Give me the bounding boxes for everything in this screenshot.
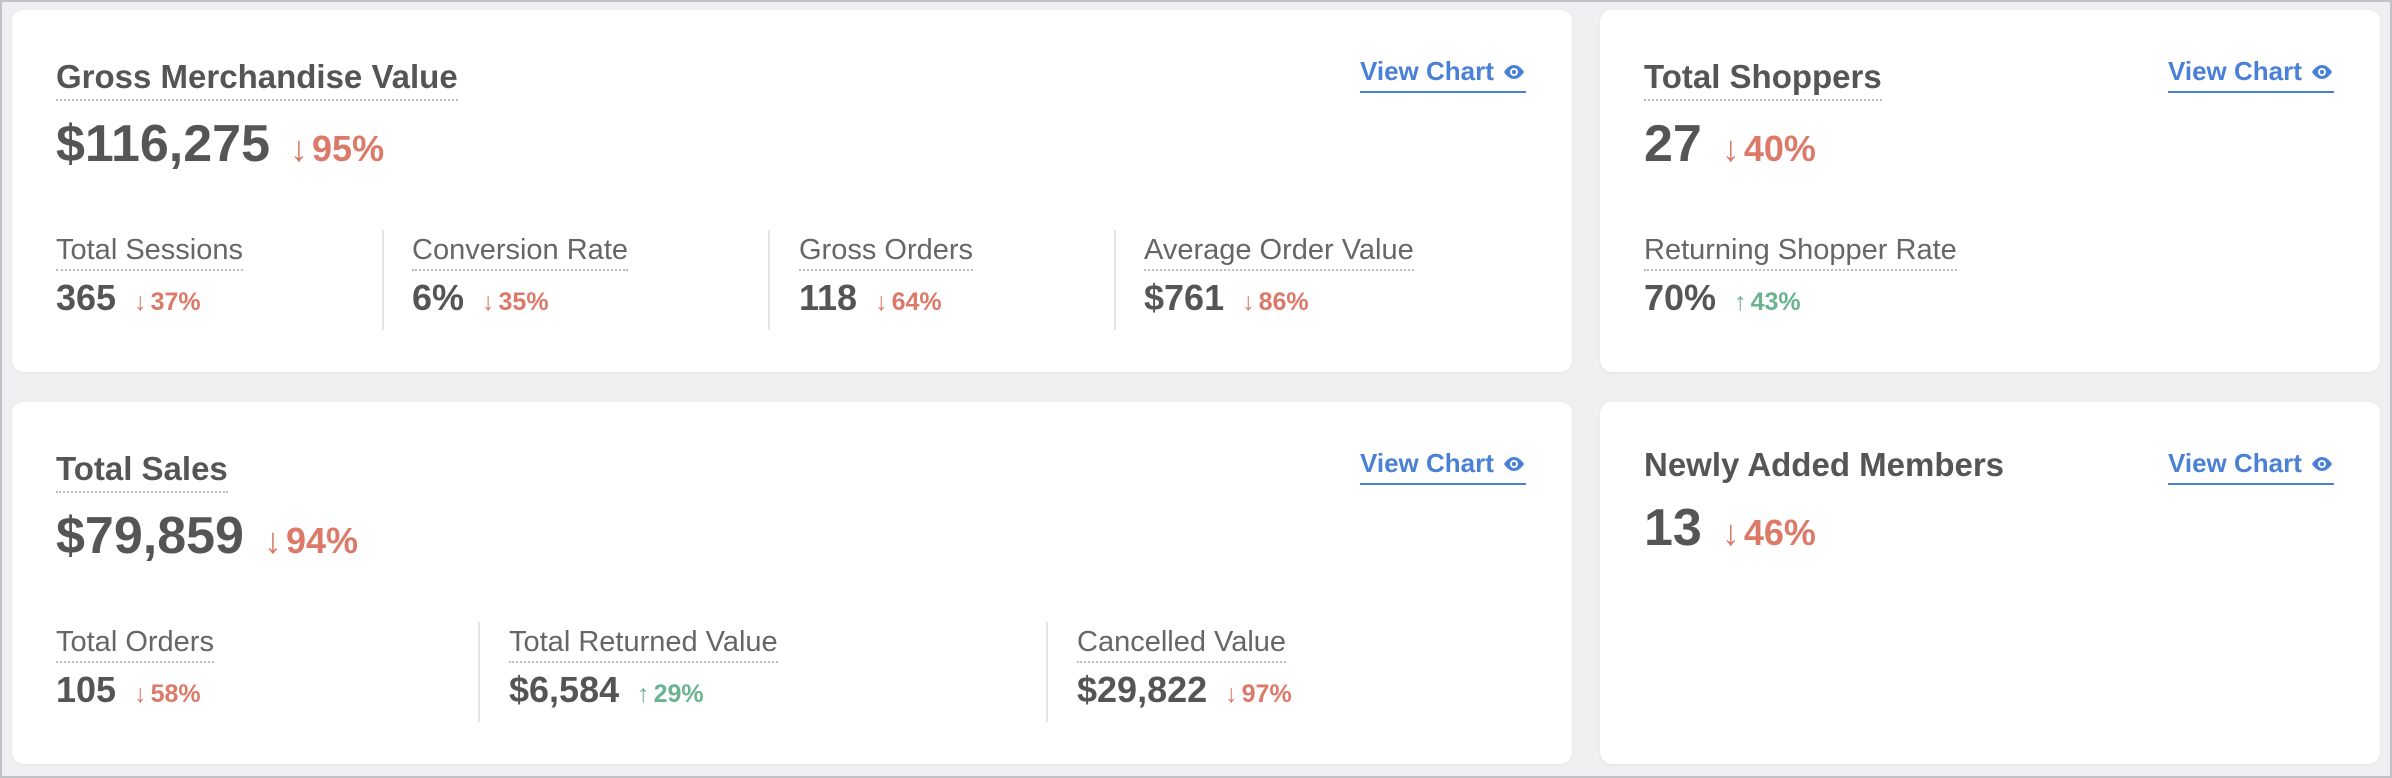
metric-delta-value: 37% [150,288,201,316]
arrow-down-icon: ↓ [290,128,309,169]
arrow-down-icon: ↓ [1225,680,1238,708]
gmv-value-row: $116,275 ↓ 95% [56,114,384,174]
metric-total-sessions: Total Sessions 365 ↓ 37% [56,234,243,319]
gmv-value: $116,275 [56,115,271,173]
members-value: 13 [1644,499,1702,557]
members-view-chart-link[interactable]: View Chart [2168,448,2334,485]
metric-delta: ↓ 35% [482,288,549,317]
metric-label[interactable]: Returning Shopper Rate [1644,234,1957,271]
metric-value: 70% [1644,277,1717,318]
divider [478,622,480,722]
shoppers-card: Total Shoppers View Chart 27 ↓ 40% Return… [1600,10,2380,372]
metric-delta: ↓ 58% [134,680,201,709]
metric-average-order-value: Average Order Value $761 ↓ 86% [1144,234,1414,319]
view-chart-label: View Chart [2168,56,2302,86]
arrow-down-icon: ↓ [875,288,888,316]
metric-value: 365 [56,277,117,318]
divider [1046,622,1048,722]
members-title: Newly Added Members [1644,446,2005,483]
gmv-title[interactable]: Gross Merchandise Value [56,58,458,101]
metric-value: 6% [412,277,465,318]
metric-delta: ↑ 43% [1734,288,1801,317]
arrow-up-icon: ↑ [1734,288,1747,316]
sales-delta: ↓ 94% [264,520,358,562]
metric-value: $6,584 [509,669,620,710]
shoppers-value: 27 [1644,115,1702,173]
arrow-down-icon: ↓ [134,288,147,316]
eye-icon [1503,456,1524,471]
arrow-down-icon: ↓ [1242,288,1255,316]
metric-total-orders: Total Orders 105 ↓ 58% [56,626,214,711]
arrow-down-icon: ↓ [263,520,282,561]
metric-conversion-rate: Conversion Rate 6% ↓ 35% [412,234,628,319]
sales-value-row: $79,859 ↓ 94% [56,506,358,566]
metric-cancelled-value: Cancelled Value $29,822 ↓ 97% [1077,626,1292,711]
gmv-card: Gross Merchandise Value View Chart $116,… [12,10,1572,372]
metric-delta-value: 29% [653,680,704,708]
arrow-down-icon: ↓ [482,288,495,316]
shoppers-delta: ↓ 40% [1722,128,1816,170]
shoppers-delta-value: 40% [1743,128,1816,169]
sales-card: Total Sales View Chart $79,859 ↓ 94% Tota… [12,402,1572,764]
divider [768,230,770,330]
metric-gross-orders: Gross Orders 118 ↓ 64% [799,234,974,319]
view-chart-label: View Chart [2168,448,2302,478]
metric-delta-value: 97% [1241,680,1292,708]
eye-icon [2311,64,2332,79]
sales-value: $79,859 [56,507,244,565]
shoppers-value-row: 27 ↓ 40% [1644,114,1816,174]
eye-icon [2311,456,2332,471]
members-delta: ↓ 46% [1722,512,1816,554]
members-delta-value: 46% [1743,512,1816,553]
metric-delta: ↓ 64% [875,288,942,317]
members-value-row: 13 ↓ 46% [1644,498,1816,558]
gmv-delta-value: 95% [312,128,385,169]
gmv-delta: ↓ 95% [290,128,384,170]
metric-label[interactable]: Conversion Rate [412,234,628,271]
arrow-up-icon: ↑ [637,680,650,708]
metric-delta-value: 64% [891,288,942,316]
metric-delta-value: 43% [1750,288,1801,316]
sales-title[interactable]: Total Sales [56,450,228,493]
members-card: Newly Added Members View Chart 13 ↓ 46% [1600,402,2380,764]
shoppers-title[interactable]: Total Shoppers [1644,58,1882,101]
metric-label[interactable]: Gross Orders [799,234,974,271]
arrow-down-icon: ↓ [1721,128,1740,169]
gmv-view-chart-link[interactable]: View Chart [1360,56,1526,93]
metric-delta: ↓ 37% [134,288,201,317]
metric-delta: ↓ 86% [1242,288,1309,317]
metric-delta-value: 35% [498,288,549,316]
arrow-down-icon: ↓ [134,680,147,708]
metric-delta: ↓ 97% [1225,680,1292,709]
metric-label[interactable]: Total Sessions [56,234,243,271]
metric-label[interactable]: Total Returned Value [509,626,778,663]
view-chart-label: View Chart [1360,56,1494,86]
metric-total-returned-value: Total Returned Value $6,584 ↑ 29% [509,626,778,711]
eye-icon [1503,64,1524,79]
sales-delta-value: 94% [285,520,359,561]
metric-value: $29,822 [1077,669,1208,710]
metric-label[interactable]: Average Order Value [1144,234,1414,271]
arrow-down-icon: ↓ [1721,512,1740,553]
metric-value: $761 [1144,277,1225,318]
sales-view-chart-link[interactable]: View Chart [1360,448,1526,485]
metric-value: 118 [799,277,858,318]
divider [382,230,384,330]
divider [1114,230,1116,330]
metric-returning-shopper-rate: Returning Shopper Rate 70% ↑ 43% [1644,234,1957,319]
metric-label[interactable]: Total Orders [56,626,214,663]
metric-delta: ↑ 29% [637,680,704,709]
metric-label[interactable]: Cancelled Value [1077,626,1287,663]
view-chart-label: View Chart [1360,448,1494,478]
metric-delta-value: 58% [150,680,201,708]
metric-delta-value: 86% [1258,288,1309,316]
shoppers-view-chart-link[interactable]: View Chart [2168,56,2334,93]
metric-value: 105 [56,669,117,710]
